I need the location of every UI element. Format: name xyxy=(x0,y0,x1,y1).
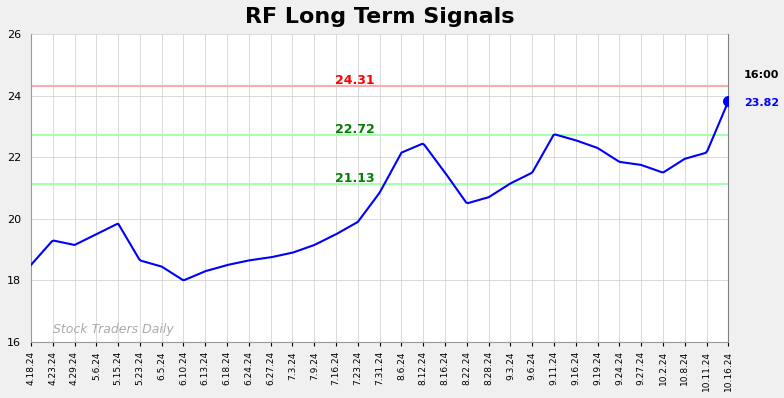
Text: 16:00: 16:00 xyxy=(744,70,779,80)
Text: 24.31: 24.31 xyxy=(335,74,375,87)
Text: 21.13: 21.13 xyxy=(335,172,375,185)
Point xyxy=(722,98,735,104)
Text: Stock Traders Daily: Stock Traders Daily xyxy=(53,323,173,336)
Text: 22.72: 22.72 xyxy=(335,123,375,136)
Text: 23.82: 23.82 xyxy=(744,98,779,108)
Title: RF Long Term Signals: RF Long Term Signals xyxy=(245,7,514,27)
